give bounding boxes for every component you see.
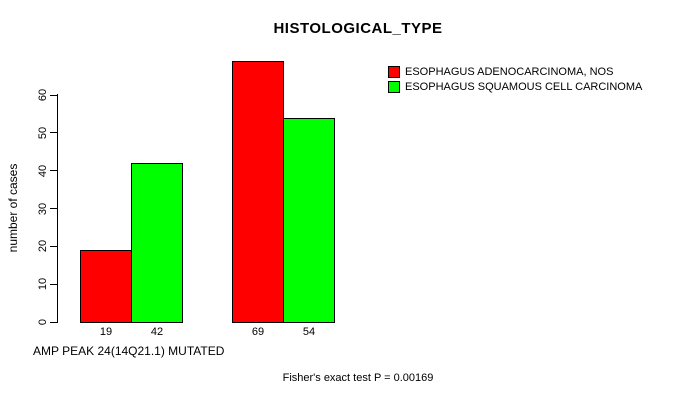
y-axis-title: number of cases <box>6 163 20 253</box>
x-axis-title: AMP PEAK 24(14Q21.1) MUTATED <box>33 344 225 358</box>
y-tick-mark <box>50 170 58 172</box>
bar-value-label: 19 <box>99 326 113 338</box>
y-tick-mark <box>50 283 58 285</box>
chart-title: HISTOLOGICAL_TYPE <box>273 20 443 37</box>
bar-esophagus-squamous-cell-carcinoma-group2 <box>283 118 335 323</box>
y-tick-mark <box>50 132 58 134</box>
bar-esophagus-adenocarcinoma-nos-group1 <box>80 250 132 323</box>
bar-value-label: 69 <box>251 326 265 338</box>
y-tick-label: 30 <box>37 202 49 215</box>
legend-swatch-red <box>388 66 400 78</box>
bar-value-label: 54 <box>302 326 316 338</box>
legend-label: ESOPHAGUS ADENOCARCINOMA, NOS <box>405 66 614 78</box>
y-tick-label: 50 <box>37 126 49 139</box>
y-tick-mark <box>50 208 58 209</box>
stat-test-annotation: Fisher's exact test P = 0.00169 <box>282 372 434 384</box>
y-tick-label: 60 <box>37 88 49 102</box>
y-tick-mark <box>50 245 58 247</box>
y-tick-mark <box>50 94 58 96</box>
y-tick-label: 0 <box>37 318 49 326</box>
y-tick-label: 20 <box>37 240 49 253</box>
bar-esophagus-squamous-cell-carcinoma-group1 <box>131 163 183 323</box>
legend-label: ESOPHAGUS SQUAMOUS CELL CARCINOMA <box>405 80 643 93</box>
bar-value-label: 42 <box>150 326 164 338</box>
bar-esophagus-adenocarcinoma-nos-group2 <box>232 61 284 323</box>
legend-swatch-green <box>388 80 400 93</box>
y-tick-label: 10 <box>37 278 49 291</box>
y-tick-mark <box>50 321 58 323</box>
y-tick-label: 40 <box>37 164 49 177</box>
